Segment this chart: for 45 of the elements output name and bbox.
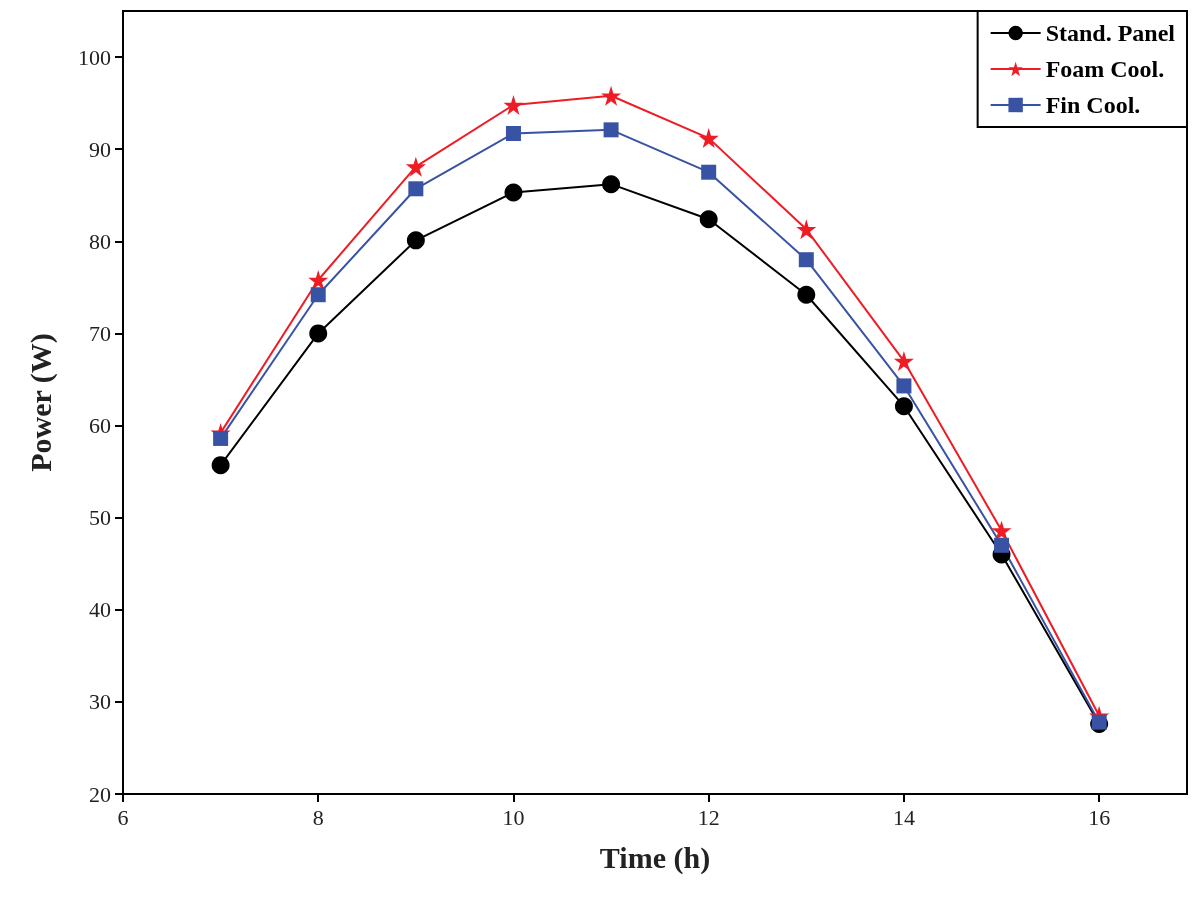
y-tick-label: 70 <box>89 320 111 346</box>
point <box>698 128 719 149</box>
y-tick-label: 50 <box>89 505 111 531</box>
point <box>505 126 521 142</box>
point <box>796 219 817 240</box>
point <box>504 183 523 202</box>
point <box>991 520 1012 541</box>
y-tick-label: 80 <box>89 228 111 254</box>
point <box>310 287 326 303</box>
point <box>408 181 424 197</box>
point <box>798 252 814 268</box>
point <box>309 324 328 343</box>
point <box>406 231 425 250</box>
x-tick-label: 16 <box>1088 804 1111 830</box>
point <box>308 269 329 290</box>
y-axis-title: Power (W) <box>23 333 58 472</box>
point <box>405 156 426 177</box>
y-tick-label: 40 <box>89 597 111 623</box>
point <box>894 397 913 416</box>
x-tick-label: 10 <box>502 804 525 830</box>
x-tick-label: 6 <box>117 804 129 830</box>
y-tick-label: 90 <box>89 136 111 162</box>
point <box>893 351 914 372</box>
y-tick-label: 30 <box>89 689 111 715</box>
x-axis-title: Time (h) <box>599 840 711 875</box>
legend-label: Fin Cool. <box>1045 92 1141 118</box>
point <box>213 430 229 446</box>
point <box>602 175 621 194</box>
y-tick-label: 100 <box>78 44 111 70</box>
point <box>994 537 1010 553</box>
point <box>896 378 912 394</box>
y-tick-label: 20 <box>89 781 111 807</box>
point <box>503 94 524 115</box>
legend-label: Stand. Panel <box>1045 20 1176 46</box>
y-tick-label: 60 <box>89 413 111 439</box>
point <box>699 210 718 229</box>
point <box>701 164 717 180</box>
x-tick-label: 8 <box>312 804 324 830</box>
x-tick-label: 14 <box>892 804 915 830</box>
x-tick-label: 12 <box>697 804 720 830</box>
point <box>603 122 619 138</box>
legend-label: Foam Cool. <box>1045 56 1165 82</box>
point <box>211 456 230 475</box>
point <box>601 85 622 106</box>
point <box>797 285 816 304</box>
